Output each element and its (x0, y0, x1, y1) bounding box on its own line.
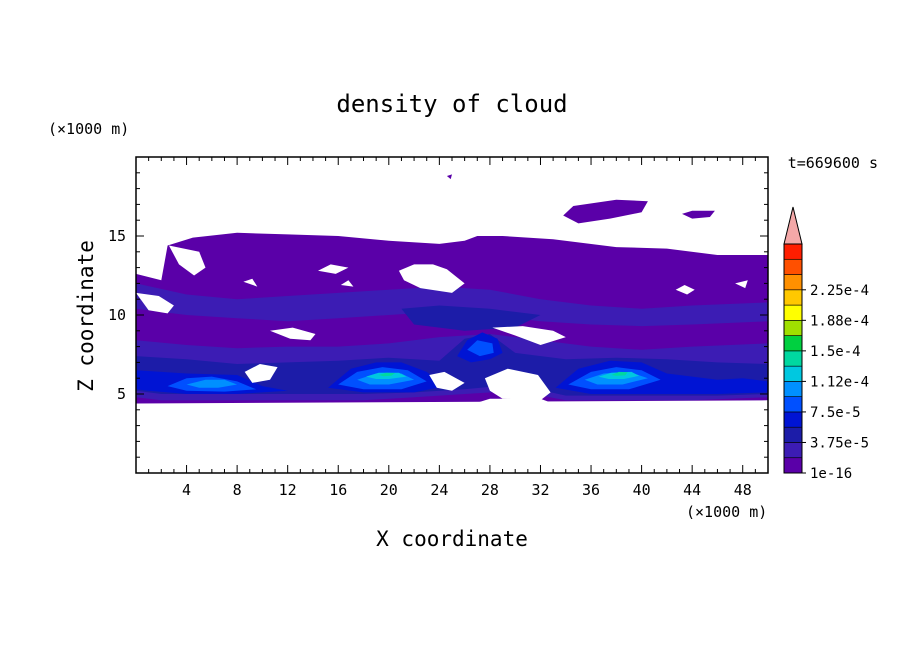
clear-air-region (398, 264, 465, 293)
colorbar-extend-arrow (783, 206, 803, 245)
colorbar-band (783, 243, 803, 260)
colorbar-label: 2.25e-4 (810, 283, 869, 299)
y-tick-label: 5 (117, 385, 126, 403)
x-axis: 4 8 12 16 20 24 28 32 36 40 44 48 (135, 157, 769, 499)
time-label: t=669600 s (788, 154, 878, 172)
clear-air-region (492, 326, 566, 345)
clear-air-region (168, 245, 206, 276)
colorbar-band (783, 442, 803, 459)
colorbar-band (783, 350, 803, 367)
contour-region-level-7 (378, 372, 396, 377)
contour-region-level-2 (401, 305, 541, 331)
x-tick-label: 24 (430, 481, 448, 499)
colorbar-label: 1.12e-4 (810, 374, 869, 390)
clear-air-region (484, 368, 551, 401)
x-tick-label: 40 (633, 481, 651, 499)
x-tick-label: 8 (233, 481, 242, 499)
x-tick-label: 12 (279, 481, 297, 499)
colorbar-band (783, 304, 803, 321)
contour-region-level-5 (186, 379, 238, 388)
contour-region-level-7 (611, 371, 628, 376)
clear-air-region (244, 364, 278, 383)
y-axis: 5 10 15 (108, 156, 768, 474)
y-axis-label: Z coordinate (74, 240, 98, 392)
contour-region-level-1 (136, 283, 768, 327)
colorbar-label: 7.5e-5 (810, 405, 861, 421)
contour-region-level-0 (563, 199, 648, 224)
clear-air-region (270, 327, 316, 341)
clear-air-region (136, 292, 174, 314)
colorbar-band (783, 365, 803, 382)
colorbar-label: 1e-16 (810, 466, 852, 482)
contour-region-level-0 (682, 210, 715, 219)
colorbar-band (783, 289, 803, 306)
x-tick-label: 36 (582, 481, 600, 499)
clear-air-region (429, 371, 465, 391)
colorbar-band (783, 457, 803, 474)
colorbar-band (783, 381, 803, 397)
y-tick-label: 15 (108, 227, 126, 245)
x-tick-label: 48 (734, 481, 752, 499)
clear-air-layer (136, 245, 768, 473)
colorbar-band (783, 258, 803, 275)
colorbar-frame (783, 243, 803, 474)
x-tick-label: 28 (481, 481, 499, 499)
x-tick-label: 20 (380, 481, 398, 499)
colorbar: 1e-16 3.75e-5 7.5e-5 1.12e-4 1.5e-4 1.88e-4 2.… (783, 206, 869, 482)
contour-region-level-0 (446, 174, 452, 180)
clear-air-region (136, 400, 768, 473)
plot-area (136, 157, 768, 473)
x-tick-label: 44 (683, 481, 701, 499)
clear-air-region (340, 280, 354, 287)
x-axis-label: X coordinate (376, 527, 528, 551)
colorbar-band (783, 396, 803, 413)
colorbar-band (783, 274, 803, 291)
colorbar-label: 1.5e-4 (810, 344, 861, 360)
chart-title: density of cloud (336, 90, 567, 118)
x-tick-label: 16 (329, 481, 347, 499)
clear-air-region (243, 278, 258, 287)
colorbar-label: 1.88e-4 (810, 313, 869, 329)
clear-air-region (318, 264, 349, 274)
x-tick-label: 4 (182, 481, 191, 499)
clear-air-region (675, 285, 695, 295)
x-tick-label: 32 (531, 481, 549, 499)
colorbar-band (783, 426, 803, 443)
colorbar-label: 3.75e-5 (810, 435, 869, 451)
colorbar-band (783, 320, 803, 336)
clear-air-region (735, 280, 748, 289)
x-unit-label: (×1000 m) (686, 503, 767, 521)
y-unit-label: (×1000 m) (48, 120, 129, 138)
colorbar-band (783, 335, 803, 352)
y-tick-label: 10 (108, 306, 126, 324)
contour-fill-layer (136, 174, 768, 409)
colorbar-band (783, 411, 803, 428)
contour-region-level-4 (467, 340, 494, 357)
